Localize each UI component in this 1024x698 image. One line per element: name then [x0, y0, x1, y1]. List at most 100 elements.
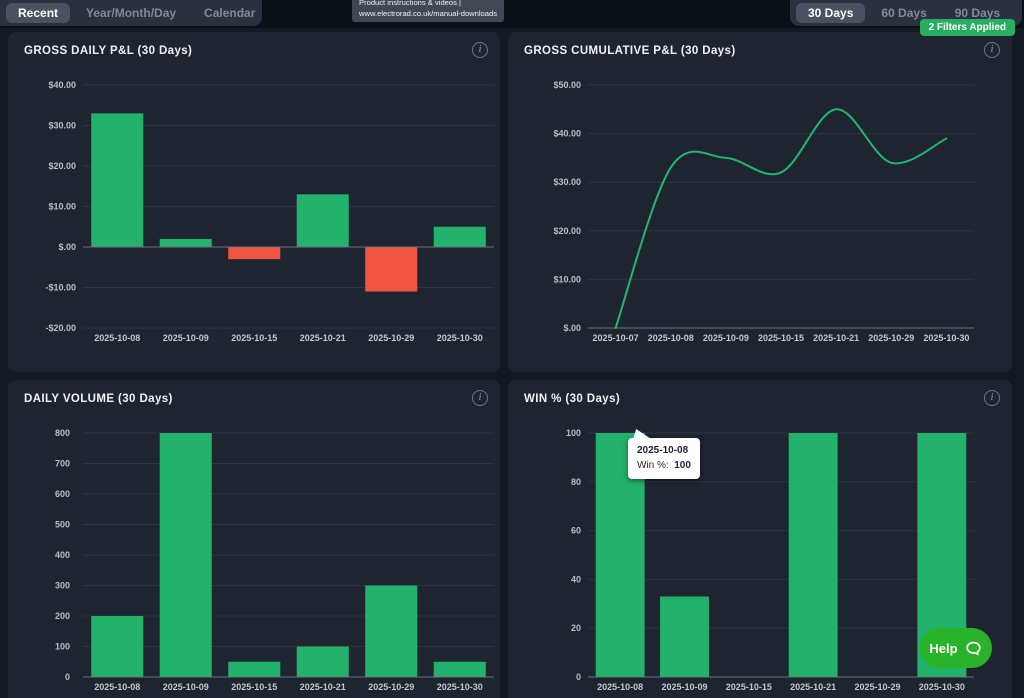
y-axis-tick-label: $20.00: [553, 226, 581, 236]
tooltip-caret: [633, 429, 651, 439]
y-axis-tick-label: 0: [576, 672, 581, 682]
x-axis-tick-label: 2025-10-21: [300, 682, 346, 692]
bar-2025-10-21[interactable]: [296, 194, 349, 247]
daily-volume-card: DAILY VOLUME (30 Days) i 800 700 600 500 400…: [8, 380, 500, 698]
gross-cumulative-pnl-card: GROSS CUMULATIVE P&L (30 Days) i $50.00 $…: [508, 32, 1012, 372]
win-pct-title: WIN % (30 Days): [524, 393, 621, 405]
tooltip-label: Win %:: [637, 460, 669, 471]
info-icon[interactable]: i: [984, 42, 1000, 58]
x-axis-tick-label: 2025-10-15: [231, 333, 277, 343]
tooltip-line1: Product instructions & videos |: [359, 0, 462, 7]
y-axis-tick-label: 500: [55, 520, 70, 530]
top-bar: Recent Year/Month/Day Calendar Product i…: [0, 0, 1024, 28]
x-axis-tick-label: 2025-10-29: [854, 682, 900, 692]
tooltip-date: 2025-10-08: [637, 445, 689, 456]
x-axis-tick-label: 2025-10-21: [790, 682, 836, 692]
help-button-label: Help: [929, 640, 958, 656]
tab-30-days[interactable]: 30 Days: [796, 3, 866, 23]
bar-2025-10-30[interactable]: [433, 226, 486, 247]
x-axis-tick-label: 2025-10-15: [726, 682, 772, 692]
info-icon[interactable]: i: [472, 42, 488, 58]
y-axis-tick-label: 0: [65, 672, 70, 682]
y-axis-tick-label: 400: [55, 550, 70, 560]
y-axis-tick-label: $50.00: [553, 80, 581, 90]
bar-2025-10-09[interactable]: [159, 433, 212, 677]
bar-2025-10-30[interactable]: [433, 661, 486, 677]
x-axis-tick-label: 2025-10-15: [231, 682, 277, 692]
x-axis-tick-label: 2025-10-21: [813, 333, 859, 343]
gross-cumulative-pnl-chart: $50.00 $40.00 $30.00 $20.00 $10.00 $.00 2025-1…: [553, 80, 974, 343]
help-button[interactable]: Help: [920, 628, 992, 668]
x-axis-tick-label: 2025-10-21: [300, 333, 346, 343]
x-axis-tick-label: 2025-10-09: [163, 333, 209, 343]
bar-2025-10-08[interactable]: [91, 616, 144, 677]
gross-daily-pnl-chart: $40.00 $30.00 $20.00 $10.00 $.00 -$10.00 -$20.…: [45, 80, 494, 343]
gross-daily-pnl-card: GROSS DAILY P&L (30 Days) i $40.00 $30.00…: [8, 32, 500, 372]
y-axis-tick-label: 700: [55, 459, 70, 469]
y-axis-tick-label: $30.00: [48, 121, 76, 131]
bar-2025-10-21[interactable]: [788, 433, 838, 677]
tooltip-line2: www.electrorad.co.uk/manual-downloads: [359, 8, 498, 18]
info-icon[interactable]: i: [984, 390, 1000, 406]
gross-cumulative-pnl-title: GROSS CUMULATIVE P&L (30 Days): [524, 45, 736, 57]
y-axis-tick-label: -$10.00: [45, 283, 76, 293]
y-axis-tick-label: 600: [55, 489, 70, 499]
x-axis-tick-label: 2025-10-08: [648, 333, 694, 343]
tooltip-value: 100: [674, 460, 691, 471]
bar-2025-10-09[interactable]: [660, 596, 709, 677]
tab-recent[interactable]: Recent: [6, 3, 71, 23]
y-axis-tick-label: -$20.00: [45, 323, 76, 333]
bar-2025-10-15[interactable]: [228, 247, 281, 260]
bar-2025-10-21[interactable]: [296, 646, 349, 678]
x-axis-tick-label: 2025-10-30: [437, 333, 483, 343]
daily-volume-title: DAILY VOLUME (30 Days): [24, 393, 173, 405]
bar-2025-10-15[interactable]: [228, 661, 281, 677]
bar-2025-10-08[interactable]: [91, 113, 144, 247]
y-axis-tick-label: $.00: [58, 242, 76, 252]
tab-90-days[interactable]: 90 Days: [954, 6, 1001, 20]
x-axis-tick-label: 2025-10-08: [597, 682, 643, 692]
daily-volume-chart: 800 700 600 500 400 300 200 100 0 2025-10-08 2025-…: [55, 428, 494, 692]
y-axis-tick-label: 20: [571, 623, 581, 633]
x-axis-tick-label: 2025-10-09: [163, 682, 209, 692]
tab-year-month-day[interactable]: Year/Month/Day: [86, 6, 177, 20]
y-axis-tick-label: $30.00: [553, 177, 581, 187]
range-tab-group: 30 Days 60 Days 90 Days: [790, 0, 1022, 26]
y-axis-tick-label: 100: [55, 642, 70, 652]
win-pct-hover-tooltip: 2025-10-08 Win %: 100: [628, 429, 700, 479]
info-icon[interactable]: i: [472, 390, 488, 406]
x-axis-tick-label: 2025-10-29: [868, 333, 914, 343]
x-axis-tick-label: 2025-10-30: [923, 333, 969, 343]
bar-2025-10-29[interactable]: [365, 585, 418, 678]
cumulative-pnl-line[interactable]: [614, 108, 948, 329]
x-axis-tick-label: 2025-10-08: [94, 682, 140, 692]
y-axis-tick-label: 200: [55, 611, 70, 621]
y-axis-tick-label: $40.00: [48, 80, 76, 90]
y-axis-tick-label: 800: [55, 428, 70, 438]
y-axis-tick-label: 40: [571, 574, 581, 584]
tab-calendar[interactable]: Calendar: [204, 6, 256, 20]
filters-applied-badge[interactable]: 2 Filters Applied: [919, 19, 1015, 36]
product-instructions-tooltip: Product instructions & videos | www.elec…: [352, 0, 505, 23]
view-tab-group: Recent Year/Month/Day Calendar: [0, 0, 262, 26]
y-axis-tick-label: 60: [571, 526, 581, 536]
y-axis-tick-label: $.00: [563, 323, 581, 333]
x-axis-tick-label: 2025-10-09: [661, 682, 707, 692]
tooltip-value-row: Win %: 100: [637, 458, 691, 473]
x-axis-tick-label: 2025-10-09: [703, 333, 749, 343]
x-axis-tick-label: 2025-10-30: [437, 682, 483, 692]
x-axis-tick-label: 2025-10-29: [368, 333, 414, 343]
y-axis-tick-label: $20.00: [48, 161, 76, 171]
y-axis-tick-label: $10.00: [48, 202, 76, 212]
gross-daily-pnl-title: GROSS DAILY P&L (30 Days): [24, 45, 193, 57]
y-axis-tick-label: 100: [566, 428, 581, 438]
y-axis-tick-label: $40.00: [553, 129, 581, 139]
bar-2025-10-09[interactable]: [159, 238, 212, 247]
y-axis-tick-label: 80: [571, 477, 581, 487]
y-axis-tick-label: 300: [55, 581, 70, 591]
tab-60-days[interactable]: 60 Days: [881, 6, 927, 20]
bar-2025-10-29[interactable]: [365, 247, 418, 292]
x-axis-tick-label: 2025-10-30: [919, 682, 965, 692]
y-axis-tick-label: $10.00: [553, 274, 581, 284]
x-axis-tick-label: 2025-10-29: [368, 682, 414, 692]
